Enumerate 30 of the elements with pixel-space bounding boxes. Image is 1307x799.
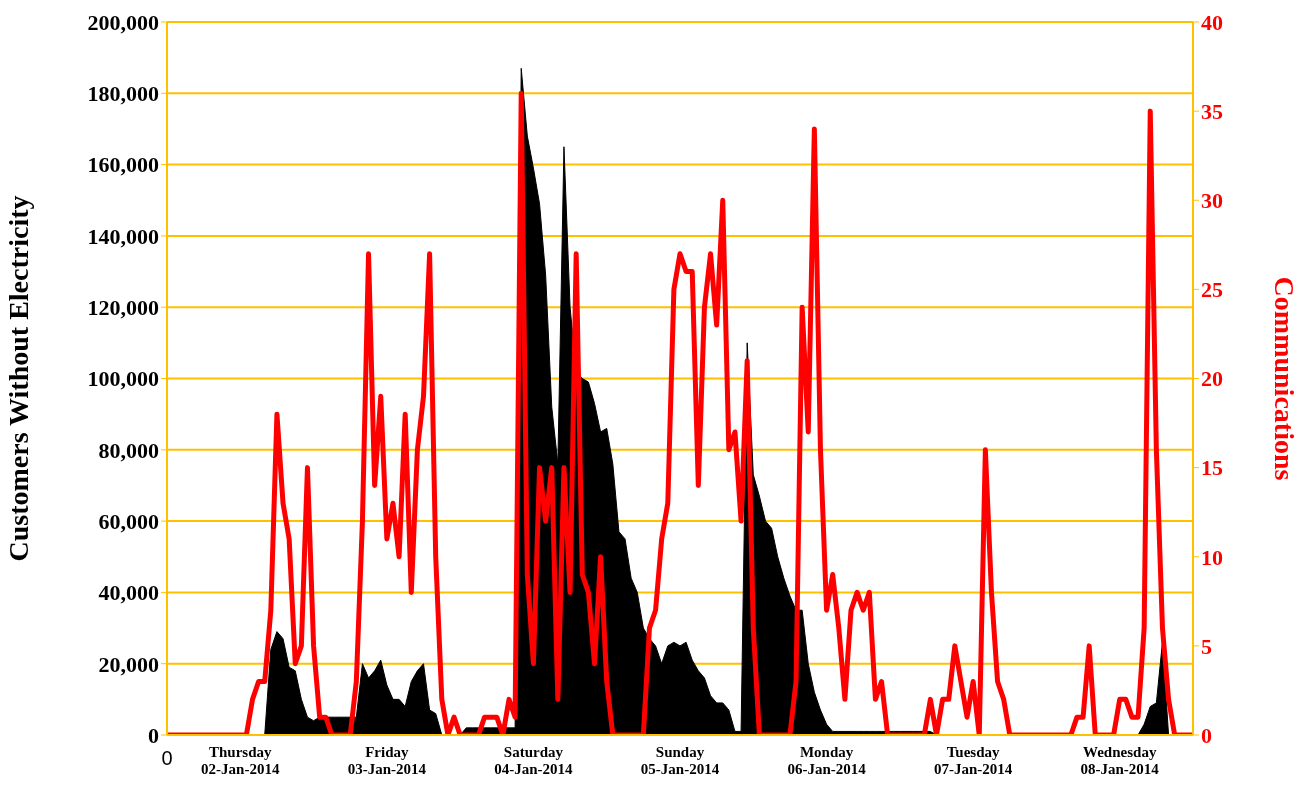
y-tick-label: 100,000: [87, 366, 159, 392]
x-tick-label: Sunday 05-Jan-2014: [640, 744, 720, 777]
y-tick-label: 20,000: [98, 651, 159, 677]
y2-tick-label: 10: [1201, 544, 1223, 570]
y2-tick-label: 35: [1201, 98, 1223, 124]
y-tick-label: 40,000: [98, 580, 159, 606]
y2-tick-label: 20: [1201, 366, 1223, 392]
x-tick-label: Friday 03-Jan-2014: [347, 744, 427, 777]
y2-tick-label: 15: [1201, 455, 1223, 481]
y-axis-title: Customers Without Electricity: [2, 195, 34, 562]
y-tick-label: 160,000: [87, 152, 159, 178]
x-tick-label: 0: [161, 747, 173, 769]
y2-tick-label: 5: [1201, 633, 1212, 659]
y-tick-label: 200,000: [87, 9, 159, 35]
y2-axis-title: Communications: [1269, 276, 1301, 481]
x-tick-label: Wednesday 08-Jan-2014: [1080, 744, 1160, 777]
y2-tick-label: 0: [1201, 722, 1212, 748]
y-tick-label: 180,000: [87, 81, 159, 107]
x-tick-label: Saturday 04-Jan-2014: [494, 744, 574, 777]
x-tick-label: Thursday 02-Jan-2014: [201, 744, 280, 777]
x-tick-label: Monday 06-Jan-2014: [787, 744, 867, 777]
y-tick-label: 0: [148, 722, 159, 748]
y2-tick-label: 40: [1201, 9, 1223, 35]
y-tick-label: 120,000: [87, 295, 159, 321]
y-tick-label: 60,000: [98, 508, 159, 534]
x-tick-label: Tuesday 07-Jan-2014: [933, 744, 1013, 777]
y2-tick-label: 25: [1201, 277, 1223, 303]
y-tick-label: 140,000: [87, 223, 159, 249]
y2-tick-label: 30: [1201, 188, 1223, 214]
y-tick-label: 80,000: [98, 437, 159, 463]
